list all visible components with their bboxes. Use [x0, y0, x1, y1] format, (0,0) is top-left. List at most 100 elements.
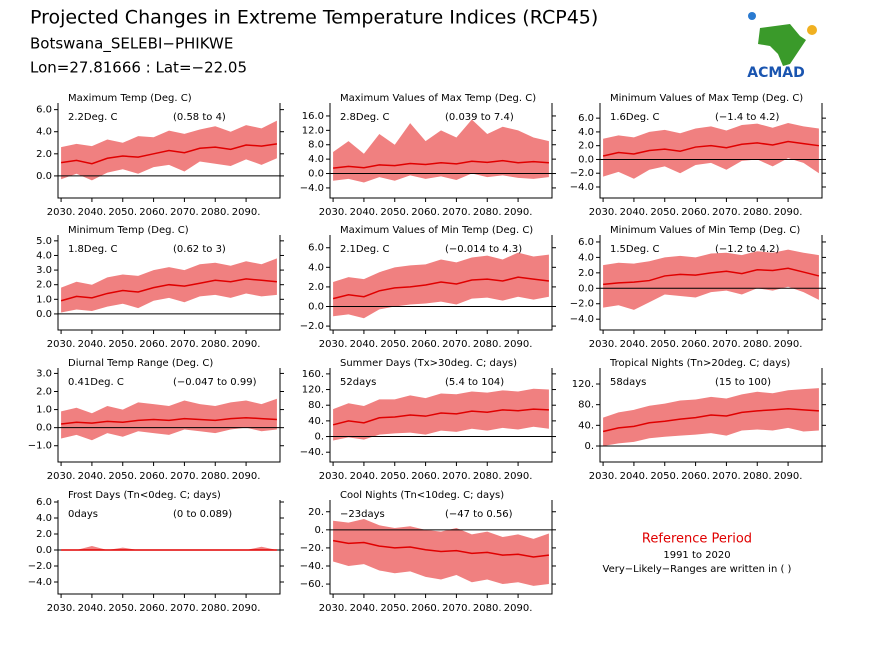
y-tick-label: 5.0: [36, 236, 52, 247]
panel: −4.0 −2.0 0.0 2.0 4.0 6.0 2030. 2040. 2050. 2060.…: [570, 225, 826, 350]
logo-drop: [748, 12, 756, 20]
x-tick-label: 2030.: [319, 471, 348, 482]
x-tick-label: 2080.: [473, 207, 502, 218]
x-tick-label: 2030.: [47, 603, 76, 614]
x-tick-label: 2090.: [232, 207, 261, 218]
y-tick-label: 0.0: [578, 154, 594, 165]
range-label: (0.62 to 3): [173, 244, 226, 255]
axis-frame: [329, 368, 553, 463]
x-tick-label: 2080.: [743, 207, 772, 218]
x-tick-label: 2040.: [620, 207, 649, 218]
y-tick-label: −1.0: [28, 441, 52, 452]
mean-label: −23days: [340, 509, 385, 520]
x-tick-label: 2060.: [139, 339, 168, 350]
mean-line: [60, 143, 278, 165]
x-tick-label: 2050.: [108, 339, 137, 350]
x-tick-label: 2090.: [232, 603, 261, 614]
x-tick-label: 2050.: [650, 207, 679, 218]
y-tick-label: 3.0: [36, 265, 52, 276]
x-tick-label: 2090.: [232, 339, 261, 350]
panel: −40. 0. 40. 80. 120. 160. 2030. 2040. 2050. 2060.…: [300, 358, 556, 482]
x-tick-label: 2070.: [170, 471, 199, 482]
y-tick-label: −40.: [300, 561, 324, 572]
title: Projected Changes in Extreme Temperature…: [30, 7, 598, 29]
y-tick-label: 1.0: [36, 405, 52, 416]
mean-label: 1.5Deg. C: [610, 244, 659, 255]
range-label: (0 to 0.089): [173, 509, 232, 520]
axis-frame: [57, 103, 281, 199]
x-tick-label: 2090.: [504, 471, 533, 482]
x-tick-label: 2060.: [411, 471, 440, 482]
mean-line: [332, 276, 550, 300]
range-band: [603, 122, 819, 179]
y-tick-label: 6.0: [308, 243, 324, 254]
y-tick-label: 0.0: [308, 301, 324, 312]
ref-period: 1991 to 2020: [663, 550, 730, 561]
x-tick-label: 2070.: [712, 339, 741, 350]
x-tick-label: 2040.: [620, 471, 649, 482]
panel: −4.0 −2.0 0.0 2.0 4.0 6.0 2030. 2040. 2050. 2060.…: [28, 490, 284, 614]
panel-title: Summer Days (Tx>30deg. C; days): [340, 358, 517, 369]
x-tick-label: 2070.: [170, 207, 199, 218]
mean-label: 0days: [68, 509, 98, 520]
x-tick-label: 2050.: [650, 471, 679, 482]
x-tick-label: 2050.: [380, 339, 409, 350]
x-tick-label: 2090.: [774, 339, 803, 350]
mean-label: 58days: [610, 377, 646, 388]
x-tick-label: 2040.: [78, 603, 107, 614]
panel: −60. −40. −20. 0. 20. 2030. 2040. 2050. 2060. 207…: [300, 490, 556, 614]
y-tick-label: −60.: [300, 579, 324, 590]
y-tick-label: 4.0: [308, 262, 324, 273]
x-tick-label: 2090.: [232, 471, 261, 482]
x-tick-label: 2080.: [473, 339, 502, 350]
axis-frame: [57, 368, 281, 463]
panel: 0.0 2.0 4.0 6.0 2030. 2040. 2050. 2060. 2070. 208…: [36, 93, 284, 218]
x-tick-label: 2050.: [108, 603, 137, 614]
y-tick-label: 2.0: [36, 280, 52, 291]
range-band: [61, 398, 277, 441]
logo: ACMAD: [747, 12, 817, 81]
mean-line: [60, 278, 277, 302]
x-tick-label: 2030.: [589, 339, 618, 350]
mean-label: 2.2Deg. C: [68, 112, 117, 123]
x-tick-label: 2050.: [108, 471, 137, 482]
x-tick-label: 2030.: [47, 339, 76, 350]
range-label: (5.4 to 104): [445, 377, 504, 388]
y-tick-label: 40.: [308, 416, 324, 427]
x-tick-label: 2040.: [350, 207, 379, 218]
panel: −1.0 0.0 1.0 2.0 3.0 2030. 2040. 2050. 2060. 2070…: [28, 358, 284, 482]
y-tick-label: 0.0: [36, 423, 52, 434]
mean-label: 1.8Deg. C: [68, 244, 117, 255]
panel: −4.0 −2.0 0.0 2.0 4.0 6.0 2030. 2040. 2050. 2060.…: [570, 93, 826, 218]
y-tick-label: 4.0: [36, 513, 52, 524]
axis-frame: [599, 368, 823, 463]
x-tick-label: 2050.: [108, 207, 137, 218]
y-tick-label: 6.0: [36, 497, 52, 508]
panel-title: Maximum Values of Min Temp (Deg. C): [340, 225, 533, 236]
x-tick-label: 2040.: [78, 339, 107, 350]
range-label: (−0.014 to 4.3): [445, 244, 522, 255]
panel: −2.0 0.0 2.0 4.0 6.0 2030. 2040. 2050. 2060. 2070…: [300, 225, 556, 350]
mean-label: 52days: [340, 377, 376, 388]
x-tick-label: 2030.: [47, 471, 76, 482]
y-tick-label: 0.0: [578, 283, 594, 294]
x-tick-label: 2090.: [504, 207, 533, 218]
mean-line: [603, 267, 820, 286]
x-tick-label: 2080.: [201, 471, 230, 482]
panel-title: Maximum Values of Max Temp (Deg. C): [340, 93, 536, 104]
ref-title: Reference Period: [642, 532, 752, 547]
axis-frame: [329, 500, 553, 595]
x-tick-label: 2070.: [170, 339, 199, 350]
range-label: (0.58 to 4): [173, 112, 226, 123]
x-tick-label: 2040.: [350, 471, 379, 482]
x-tick-label: 2060.: [411, 603, 440, 614]
panel-title: Cool Nights (Tn<10deg. C; days): [340, 490, 504, 501]
x-tick-label: 2080.: [473, 471, 502, 482]
y-tick-label: 8.0: [308, 140, 324, 151]
ref-ranges: Very−Likely−Ranges are written in ( ): [603, 564, 792, 575]
y-tick-label: 0.0: [308, 169, 324, 180]
x-tick-label: 2070.: [170, 603, 199, 614]
range-label: (−1.4 to 4.2): [715, 112, 779, 123]
x-tick-label: 2080.: [743, 471, 772, 482]
panel-title: Minimum Temp (Deg. C): [68, 225, 189, 236]
